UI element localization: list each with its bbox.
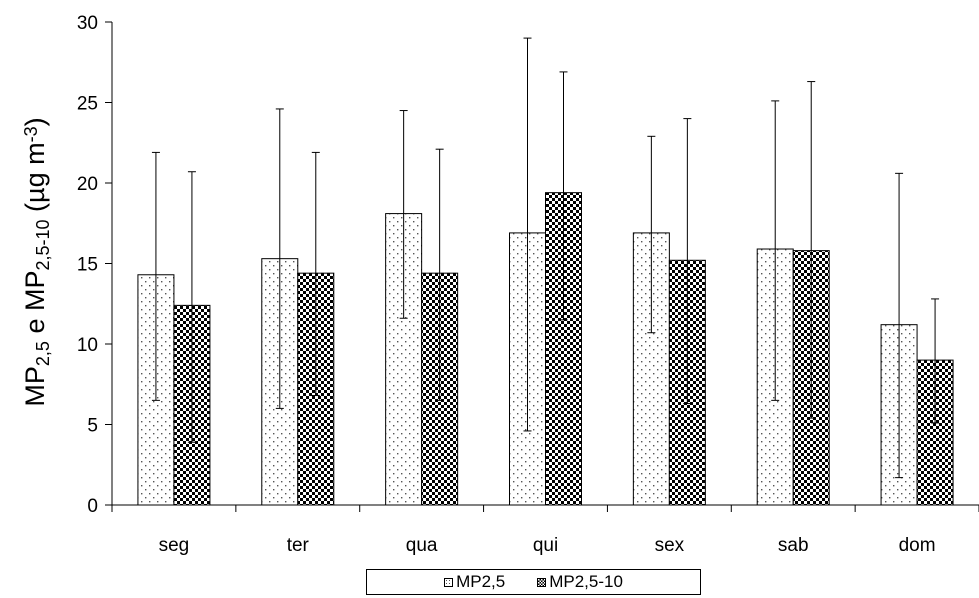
legend-label-series-2: MP2,5-10 xyxy=(549,572,623,591)
legend: MP2,5 MP2,5-10 xyxy=(366,569,701,595)
y-tick-label: 25 xyxy=(77,94,98,115)
y-axis-title-part: 2,5-10 xyxy=(33,219,53,270)
legend-label-series-1: MP2,5 xyxy=(456,572,506,591)
x-tick-label: ter xyxy=(287,535,310,556)
y-tick-label: 30 xyxy=(77,13,98,34)
x-tick-label: dom xyxy=(899,535,936,556)
y-tick-label: 0 xyxy=(87,496,98,517)
y-axis-title-part: ) xyxy=(20,117,50,126)
legend-swatch-series-2 xyxy=(537,577,547,587)
y-axis: 0 5 10 15 20 25 30 xyxy=(77,13,113,517)
legend-item-series-1: MP2,5 xyxy=(444,572,505,592)
y-tick-label: 10 xyxy=(77,335,98,356)
y-axis-title-part: MP xyxy=(20,366,50,407)
y-axis-title-part: (µg m xyxy=(20,142,50,219)
y-axis-title-part: 2,5 xyxy=(33,341,53,366)
bar-series-1 xyxy=(385,213,423,506)
x-tick-label: sex xyxy=(655,535,685,556)
error-bars-group xyxy=(151,37,940,479)
y-axis-label: MP2,5 e MP2,5-10 (µg m-3) xyxy=(20,117,53,406)
bars-group xyxy=(137,192,954,506)
y-axis-title-part: -3 xyxy=(21,126,41,142)
y-tick-label: 20 xyxy=(77,174,98,195)
y-tick-label: 15 xyxy=(77,255,98,276)
x-tick-label: qua xyxy=(406,535,438,556)
y-axis-title: MP2,5 e MP2,5-10 (µg m-3) xyxy=(20,117,53,406)
y-tick-label: 5 xyxy=(87,416,98,437)
x-axis: seg ter qua qui sex sab dom xyxy=(107,504,979,556)
x-tick-label: qui xyxy=(533,535,558,556)
legend-item-series-2: MP2,5-10 xyxy=(537,572,623,592)
x-tick-label: sab xyxy=(778,535,809,556)
legend-swatch-series-1 xyxy=(444,577,454,587)
x-tick-label: seg xyxy=(159,535,190,556)
y-axis-title-part: e MP xyxy=(20,271,50,342)
